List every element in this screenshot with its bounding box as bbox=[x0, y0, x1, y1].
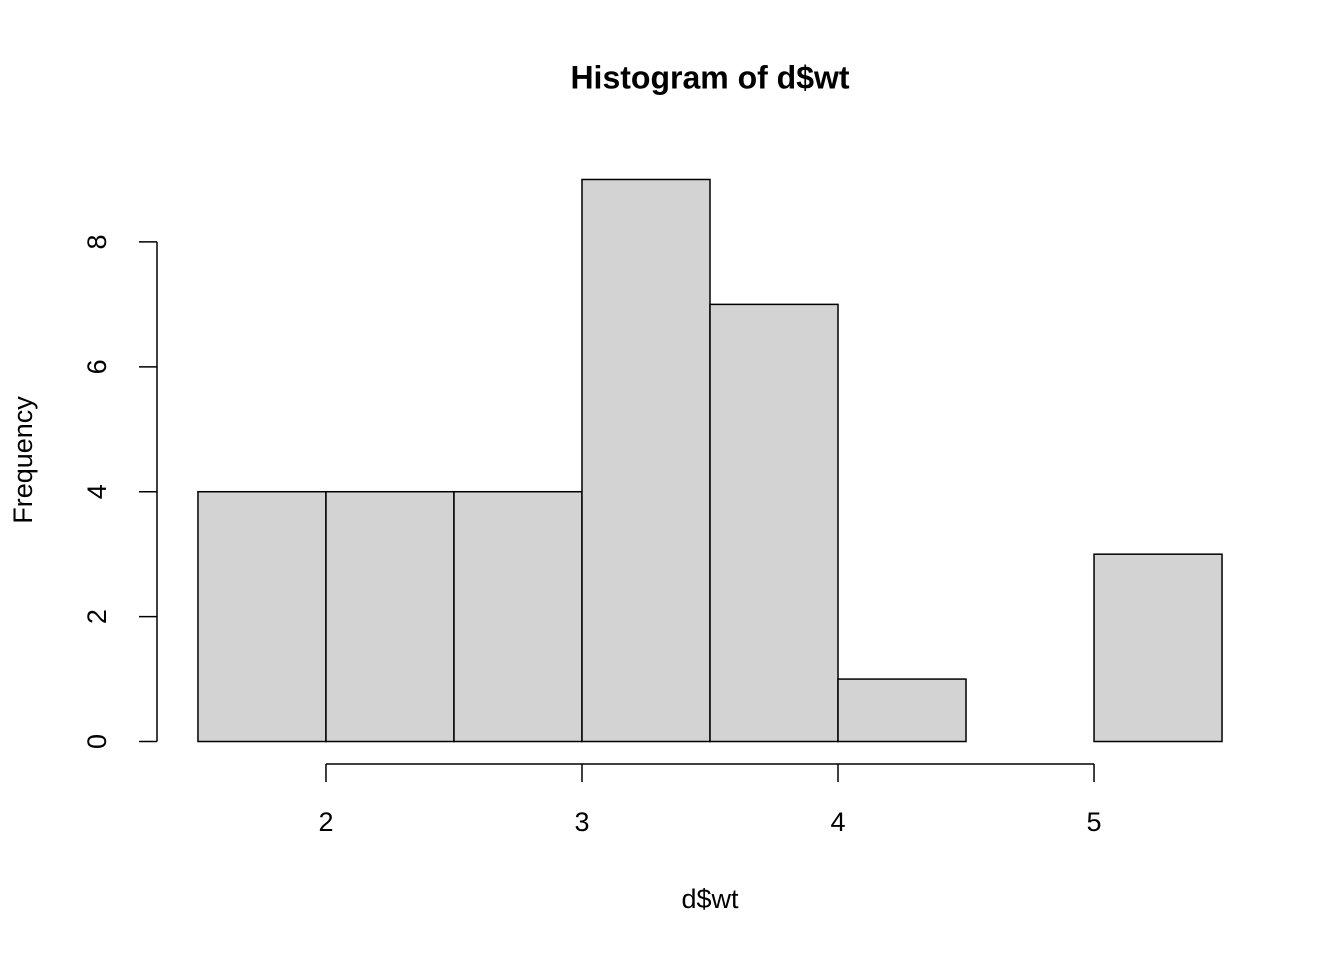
x-tick-label: 3 bbox=[574, 807, 589, 837]
y-tick-label: 0 bbox=[82, 734, 112, 749]
x-tick-label: 2 bbox=[318, 807, 333, 837]
bar bbox=[325, 490, 455, 743]
y-tick-label: 8 bbox=[82, 234, 112, 249]
bar bbox=[709, 303, 839, 743]
y-axis-label: Frequency bbox=[8, 396, 38, 524]
y-tick-label: 2 bbox=[82, 609, 112, 624]
bar bbox=[453, 490, 583, 743]
y-tick-label: 6 bbox=[82, 359, 112, 374]
x-tick-label: 4 bbox=[830, 807, 845, 837]
y-tick-label: 4 bbox=[82, 484, 112, 499]
bar bbox=[1093, 553, 1223, 743]
bar bbox=[197, 490, 327, 743]
bar bbox=[837, 678, 967, 743]
x-axis-label: d$wt bbox=[681, 884, 739, 914]
bar bbox=[581, 178, 711, 743]
chart-title: Histogram of d$wt bbox=[570, 59, 849, 95]
x-tick-label: 5 bbox=[1087, 807, 1102, 837]
